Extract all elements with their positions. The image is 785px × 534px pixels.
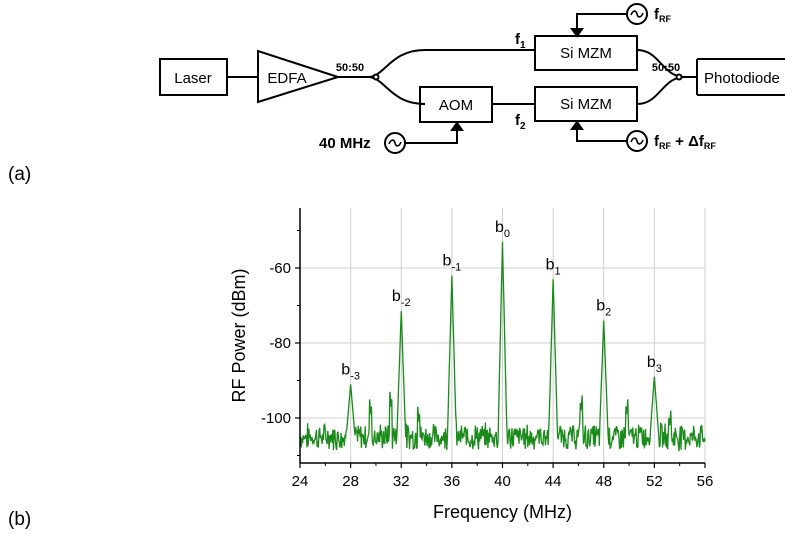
x-tick-label: 52 [646,473,663,490]
x-tick-label: 48 [595,473,612,490]
peak-label: b-3 [341,361,360,382]
x-tick-label: 36 [444,473,461,490]
upper-arm [367,49,535,78]
photodiode-label: Photodiode [704,70,780,87]
aom-label: AOM [439,97,473,114]
peak-label: b2 [596,298,611,319]
y-axis-title: RF Power (dBm) [229,268,249,402]
setup-diagram [159,3,785,154]
y-tick-label: -80 [269,335,291,352]
aom-drive-label: 40 MHz [319,135,371,152]
sine-glyphs [388,10,644,147]
peak-label: b3 [647,354,662,375]
x-tick-label: 24 [292,473,309,490]
peak-label: b-1 [443,253,462,274]
x-axis-title: Frequency (MHz) [433,502,572,522]
x-tick-label: 44 [545,473,562,490]
peak-label: b0 [495,219,510,240]
rf-spectrum-chart: 24 28 32 36 40 44 48 52 56 -60 -80 -100 Frequency (M… [229,208,713,522]
edfa-amplifier [257,49,342,104]
x-tick-label: 56 [697,473,714,490]
x-tick-label: 40 [494,473,511,490]
mzm-top-box [534,35,638,71]
splitter-ratio: 50:50 [336,62,364,74]
combiner-ratio: 50:50 [652,62,680,74]
mzm-top-label: Si MZM [560,45,612,62]
peak-label: b-2 [392,288,411,309]
laser-label: Laser [174,70,212,87]
photodiode-box [696,58,785,96]
edfa-label: EDFA [267,70,306,87]
spectrum-trace [299,241,706,452]
mzm-bottom-label: Si MZM [560,96,612,113]
panel-a-label: (a) [8,164,31,185]
x-tick-label: 28 [342,473,359,490]
f1-label: f1 [515,31,526,51]
f2-label: f2 [515,112,526,132]
peak-label: b1 [546,256,561,277]
x-tick-label: 32 [393,473,410,490]
lower-arm-start [367,76,426,105]
panel-b-label: (b) [8,509,31,530]
rf-top-label: fRF [654,6,671,24]
y-tick-label: -60 [269,260,291,277]
rf-bottom-label: fRF + ΔfRF [654,133,716,151]
y-tick-label: -100 [261,410,291,427]
